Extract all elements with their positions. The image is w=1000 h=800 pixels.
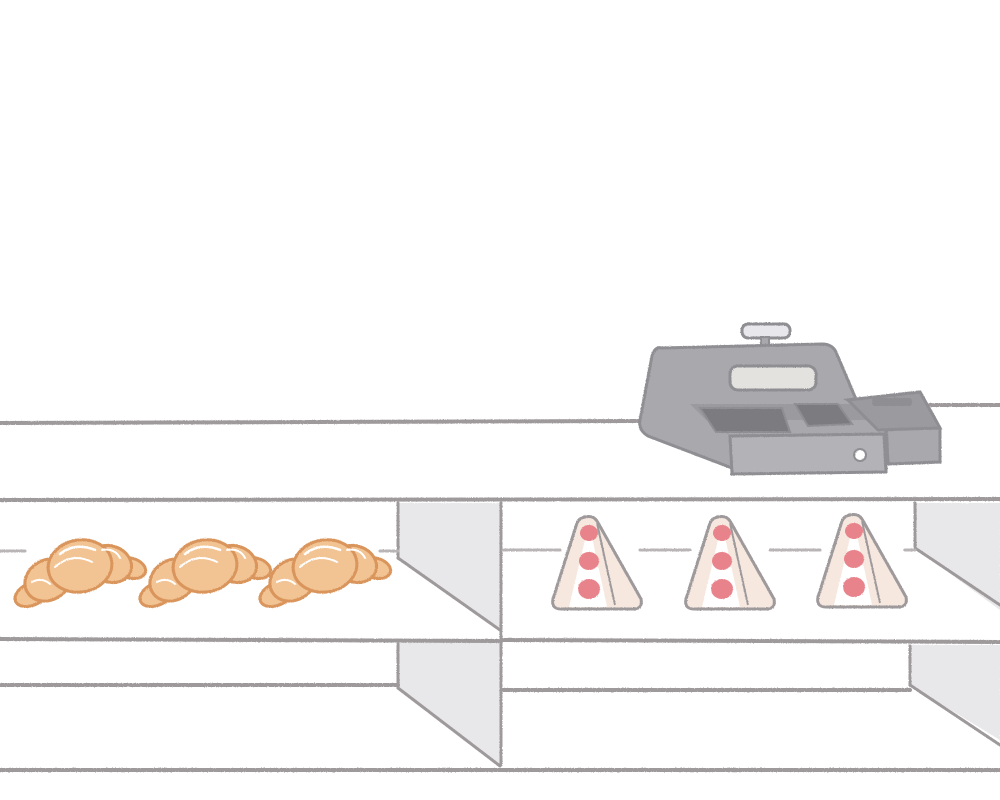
shelf-lines: [0, 548, 1000, 772]
counter-top: [0, 403, 1000, 502]
croissant: [254, 533, 395, 614]
strawberry-sandwich: [816, 513, 908, 609]
cash-register: [638, 322, 888, 476]
strawberry-sandwich: [684, 515, 776, 611]
strawberry-sandwich: [551, 515, 643, 611]
card-reader: [842, 390, 943, 466]
croissant: [134, 533, 275, 614]
croissant: [9, 533, 150, 614]
shelf-panels: [396, 501, 1000, 768]
